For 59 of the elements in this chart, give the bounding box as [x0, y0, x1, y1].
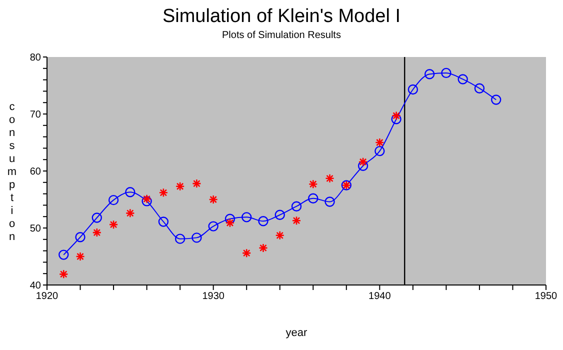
- point: [275, 230, 285, 240]
- point: [76, 252, 85, 262]
- point: [358, 160, 368, 171]
- point: [92, 228, 102, 238]
- point: [491, 94, 502, 105]
- chart-subtitle: Plots of Simulation Results: [221, 30, 342, 41]
- point: [308, 179, 318, 189]
- point: [158, 216, 169, 227]
- point: [92, 212, 102, 223]
- point: [224, 214, 236, 224]
- point: [408, 84, 418, 95]
- y-tick-label: 70: [30, 110, 42, 121]
- point: [108, 194, 119, 206]
- point: [358, 157, 368, 167]
- point: [208, 221, 218, 232]
- point: [391, 114, 402, 124]
- point: [58, 250, 69, 260]
- y-tick-label: 50: [30, 224, 42, 235]
- point: [258, 243, 268, 253]
- point: [392, 111, 401, 120]
- point: [174, 234, 186, 244]
- x-tick-label: 1920: [36, 291, 59, 302]
- point: [142, 196, 152, 206]
- x-tick-label: 1940: [368, 291, 392, 302]
- point: [125, 186, 136, 198]
- y-tick-label: 40: [30, 280, 42, 292]
- point: [192, 178, 202, 188]
- point: [274, 210, 285, 220]
- point: [192, 232, 202, 243]
- point: [374, 146, 385, 156]
- point: [291, 201, 302, 212]
- point: [458, 74, 468, 84]
- point: [375, 138, 384, 148]
- point: [142, 194, 152, 204]
- x-axis-title: year: [286, 327, 308, 339]
- point: [126, 208, 135, 218]
- x-tick-label: 1950: [534, 291, 558, 302]
- point: [58, 270, 68, 279]
- x-tick-label: 1930: [202, 291, 225, 302]
- y-tick-label: 80: [30, 52, 42, 64]
- point: [324, 196, 335, 207]
- point: [175, 182, 185, 192]
- point: [424, 69, 435, 80]
- point: [292, 216, 302, 226]
- point: [208, 194, 218, 204]
- point: [242, 212, 252, 222]
- y-tick-label: 60: [30, 166, 42, 178]
- point: [158, 188, 168, 198]
- point: [75, 232, 86, 242]
- text: consumption: [7, 100, 17, 243]
- point: [242, 248, 252, 258]
- point: [308, 193, 318, 204]
- point: [225, 218, 235, 228]
- point: [474, 83, 485, 94]
- point: [108, 220, 118, 230]
- chart-title: Simulation of Klein's Model I: [161, 6, 402, 28]
- point: [258, 216, 268, 226]
- point: [325, 174, 334, 184]
- point: [441, 68, 452, 78]
